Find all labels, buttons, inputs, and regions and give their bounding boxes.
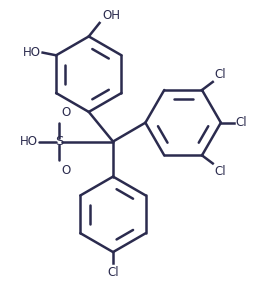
Text: O: O <box>61 106 71 119</box>
Text: Cl: Cl <box>107 266 119 278</box>
Text: Cl: Cl <box>214 68 226 81</box>
Text: Cl: Cl <box>236 116 247 129</box>
Text: HO: HO <box>23 46 41 59</box>
Text: OH: OH <box>102 9 120 22</box>
Text: O: O <box>61 164 71 177</box>
Text: S: S <box>55 135 63 148</box>
Text: HO: HO <box>20 135 38 148</box>
Text: Cl: Cl <box>214 165 226 178</box>
